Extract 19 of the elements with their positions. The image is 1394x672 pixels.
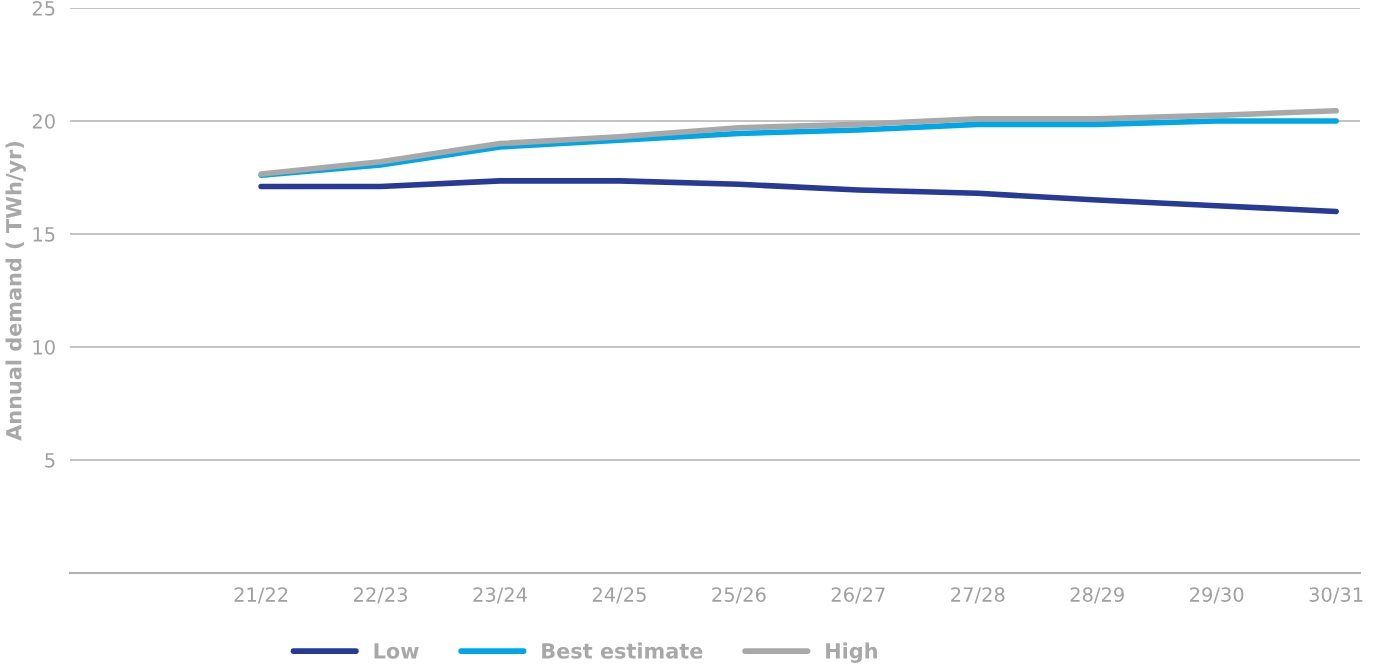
x-tick-label: 28/29 [1070, 587, 1124, 604]
y-tick-label: 15 [33, 227, 55, 242]
x-tick-label: 23/24 [473, 587, 527, 604]
x-tick-label: 24/25 [592, 587, 646, 604]
y-tick-label: 5 [45, 453, 55, 468]
legend-label: Best estimate [542, 642, 703, 659]
x-tick-label: 25/26 [712, 587, 766, 604]
legend-label: High [826, 642, 877, 663]
x-tick-label: 21/22 [234, 587, 288, 604]
x-tick-label: 22/23 [353, 587, 408, 604]
y-tick-label: 10 [33, 339, 55, 355]
x-tick-label: 26/27 [831, 587, 885, 604]
x-tick-label: 29/30 [1190, 587, 1244, 604]
y-tick-label: 20 [32, 113, 55, 129]
x-tick-label: 27/28 [951, 587, 1005, 604]
y-axis-title: Annual demand ( TWh/yr) [5, 141, 26, 441]
x-tick-label: 30/31 [1309, 587, 1363, 604]
y-tick-label: 25 [32, 0, 55, 16]
legend-label: Low [374, 643, 419, 659]
